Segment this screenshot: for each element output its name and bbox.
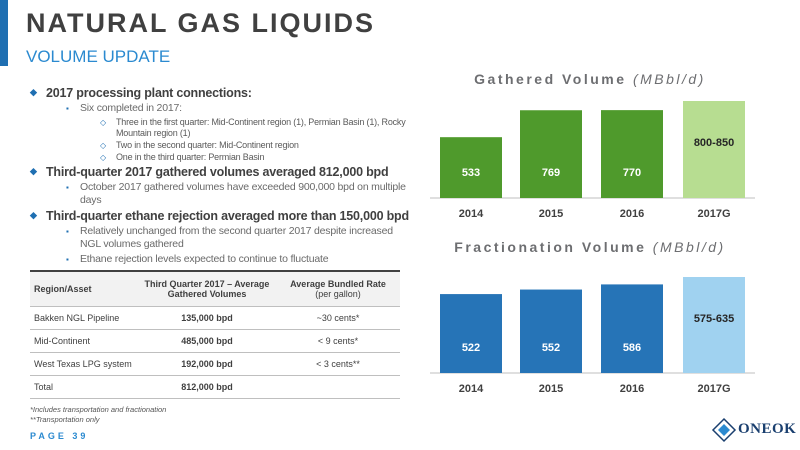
x-tick-label: 2016 bbox=[620, 208, 644, 220]
table-cell: West Texas LPG system bbox=[30, 352, 138, 376]
table-cell bbox=[276, 375, 400, 399]
table-cell: 812,000 bpd bbox=[138, 375, 276, 399]
data-label: 533 bbox=[462, 167, 480, 179]
bullet-list: 2017 processing plant connections: Six co… bbox=[30, 84, 415, 268]
header-unit: (per gallon) bbox=[315, 289, 361, 299]
sub-bullet: Relatively unchanged from the second qua… bbox=[30, 225, 415, 251]
x-tick-label: 2017G bbox=[697, 383, 730, 395]
table-cell: 485,000 bpd bbox=[138, 329, 276, 353]
rate-table: Region/Asset Third Quarter 2017 – Averag… bbox=[30, 270, 400, 399]
table-header: Average Bundled Rate (per gallon) bbox=[276, 270, 400, 307]
table-cell: 135,000 bpd bbox=[138, 306, 276, 330]
table-cell: ~30 cents* bbox=[276, 306, 400, 330]
sub-bullet: Six completed in 2017: bbox=[30, 102, 415, 115]
bullet: 2017 processing plant connections: bbox=[30, 86, 415, 100]
sub-sub-bullet: One in the third quarter: Permian Basin bbox=[30, 152, 415, 163]
table-cell: Total bbox=[30, 375, 138, 399]
footnote: *Includes transportation and fractionati… bbox=[30, 405, 167, 414]
sub-sub-bullet: Two in the second quarter: Mid-Continent… bbox=[30, 140, 415, 151]
x-tick-label: 2014 bbox=[459, 383, 484, 395]
bullet: Third-quarter 2017 gathered volumes aver… bbox=[30, 165, 415, 179]
x-tick-label: 2015 bbox=[539, 383, 563, 395]
accent-bar bbox=[0, 0, 8, 66]
sub-sub-bullet: Three in the first quarter: Mid-Continen… bbox=[30, 117, 415, 139]
data-label: 522 bbox=[462, 342, 480, 354]
bar bbox=[520, 289, 582, 373]
table-row: Total 812,000 bpd bbox=[30, 375, 400, 399]
data-label: 575-635 bbox=[694, 313, 734, 325]
table-row: West Texas LPG system 192,000 bpd < 3 cent… bbox=[30, 352, 400, 376]
bar bbox=[683, 277, 745, 373]
header-text: Average Bundled Rate bbox=[290, 279, 386, 289]
slide-title: NATURAL GAS LIQUIDS bbox=[26, 8, 376, 38]
logo-text: ONEOK bbox=[738, 421, 797, 437]
table-cell: < 9 cents* bbox=[276, 329, 400, 353]
table-cell: < 3 cents** bbox=[276, 352, 400, 376]
table-row: Mid-Continent 485,000 bpd < 9 cents* bbox=[30, 329, 400, 353]
bar bbox=[601, 284, 663, 373]
bar bbox=[440, 137, 502, 198]
x-tick-label: 2015 bbox=[539, 208, 563, 220]
chart-title: Fractionation Volume (MBbl/d) bbox=[454, 239, 725, 255]
bar bbox=[440, 294, 502, 373]
footnotes: *Includes transportation and fractionati… bbox=[30, 405, 166, 425]
table-row: Bakken NGL Pipeline 135,000 bpd ~30 cents* bbox=[30, 306, 400, 330]
data-label: 770 bbox=[623, 167, 641, 179]
x-tick-label: 2014 bbox=[459, 208, 484, 220]
logo-icon bbox=[711, 417, 737, 443]
data-label: 552 bbox=[542, 342, 560, 354]
chart-unit: (MBbl/d) bbox=[633, 71, 706, 87]
sub-bullet: Ethane rejection levels expected to cont… bbox=[30, 253, 415, 266]
bar bbox=[520, 110, 582, 198]
x-tick-label: 2016 bbox=[620, 383, 644, 395]
table-header: Third Quarter 2017 – Average Gathered Vo… bbox=[138, 270, 276, 307]
chart-title-text: Gathered Volume bbox=[474, 71, 626, 87]
chart-unit: (MBbl/d) bbox=[653, 239, 726, 255]
table-header: Region/Asset bbox=[30, 270, 138, 307]
table-cell: Mid-Continent bbox=[30, 329, 138, 353]
bar bbox=[601, 110, 663, 198]
page-number: PAGE 39 bbox=[30, 431, 89, 441]
data-label: 769 bbox=[542, 167, 560, 179]
bullet: Third-quarter ethane rejection averaged … bbox=[30, 209, 415, 223]
footnote: **Transportation only bbox=[30, 415, 100, 424]
chart-title-text: Fractionation Volume bbox=[454, 239, 646, 255]
table-cell: 192,000 bpd bbox=[138, 352, 276, 376]
chart-title: Gathered Volume (MBbl/d) bbox=[474, 71, 706, 87]
data-label: 586 bbox=[623, 342, 641, 354]
data-label: 800-850 bbox=[694, 137, 734, 149]
slide-subtitle: VOLUME UPDATE bbox=[26, 47, 171, 66]
bar bbox=[683, 101, 745, 198]
table-cell: Bakken NGL Pipeline bbox=[30, 306, 138, 330]
x-tick-label: 2017G bbox=[697, 208, 730, 220]
sub-bullet: October 2017 gathered volumes have excee… bbox=[30, 181, 415, 207]
